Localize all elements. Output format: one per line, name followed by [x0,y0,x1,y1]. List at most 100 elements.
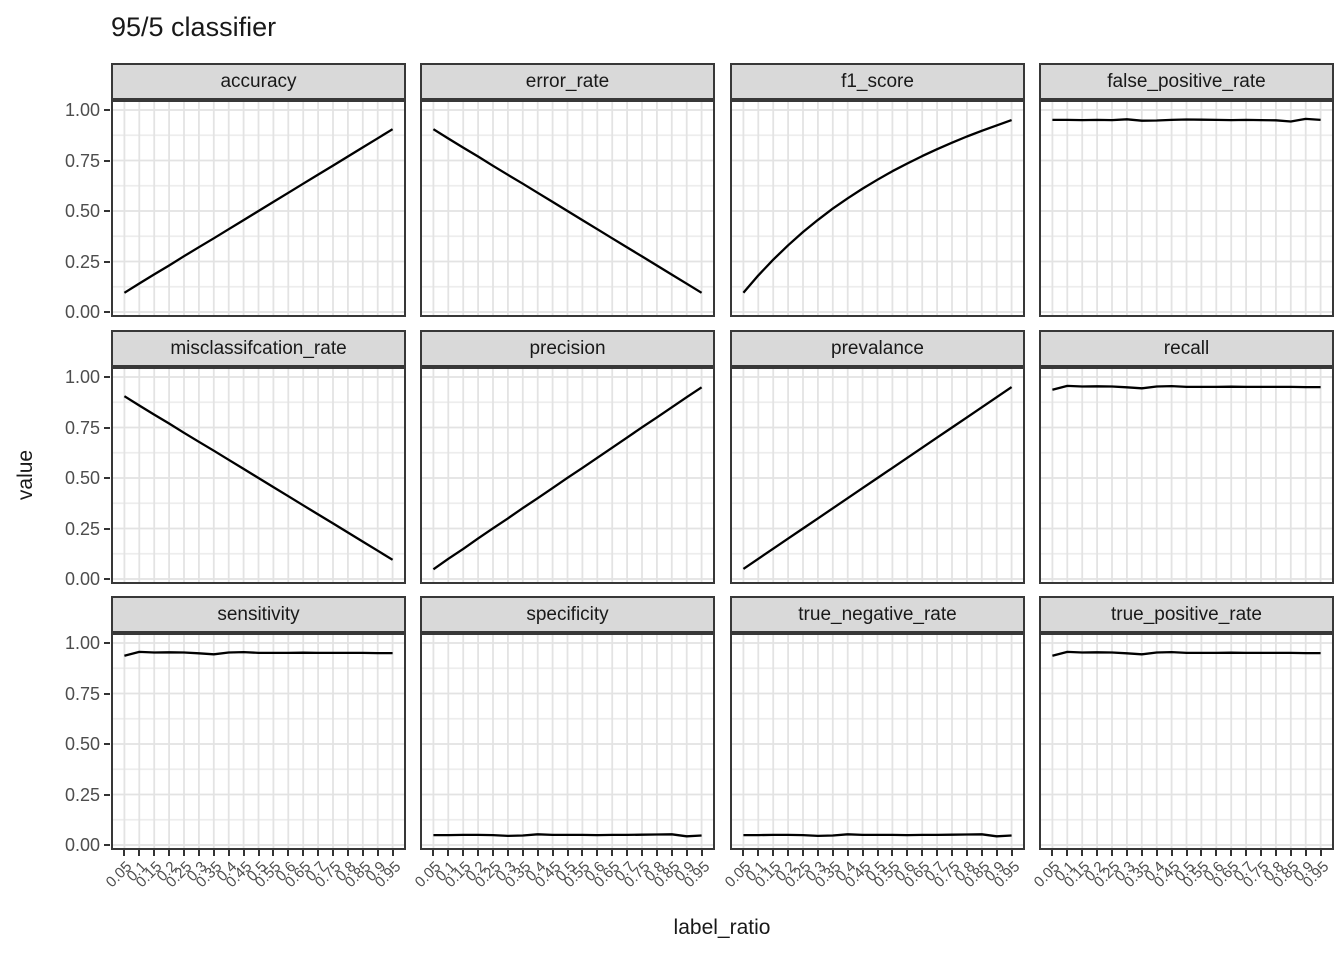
panel-border [1039,367,1334,584]
panel-border [730,100,1025,317]
x-tick [742,850,745,856]
y-tick [104,426,110,429]
data-line-error_rate [432,128,703,294]
panel-border [420,367,715,584]
x-tick [891,850,894,856]
facet-strip-f1_score: f1_score [730,63,1025,100]
y-tick-label: 0.25 [64,251,100,272]
data-line-misclassifcation_rate [123,395,394,561]
x-tick [1155,850,1158,856]
data-line-f1_score [742,119,1012,294]
x-tick [566,850,569,856]
y-tick-label: 0.25 [64,784,100,805]
panel-border [1039,100,1334,317]
facet-panel-precision [420,367,715,584]
data-line-precision [432,386,703,571]
y-tick-label: 0.25 [64,518,100,539]
data-line-accuracy [123,128,394,294]
x-tick [272,850,275,856]
x-tick [376,850,379,856]
x-tick [641,850,643,856]
x-tick [1096,850,1099,856]
x-tick [447,850,450,856]
y-tick [104,210,110,212]
x-tick [1260,850,1262,856]
facet-strip-label: specificity [526,603,609,625]
x-tick [153,850,156,856]
panel-border [111,100,406,317]
y-tick [104,260,110,263]
facet-strip-label: sensitivity [217,603,300,625]
data-line-specificity [433,833,702,838]
x-tick [551,850,554,856]
facet-strip-label: accuracy [220,70,297,92]
x-tick [1289,850,1292,856]
y-tick [104,743,110,745]
panel-border [111,633,406,850]
facet-strip-error_rate: error_rate [420,63,715,100]
x-tick [655,850,658,856]
x-tick [581,850,584,856]
x-tick [1081,850,1084,856]
x-tick [432,850,435,856]
facet-strip-label: true_negative_rate [798,603,957,625]
x-tick [1245,850,1248,856]
y-tick-label: 1.00 [64,633,100,653]
y-tick-label: 0.00 [64,302,100,322]
facet-strip-false_positive_rate: false_positive_rate [1039,63,1334,100]
x-tick [361,850,364,856]
x-tick [197,850,200,856]
facet-panel-true_negative_rate [730,633,1025,850]
y-tick-label: 0.50 [64,468,100,488]
x-tick [227,850,230,856]
facet-strip-precision: precision [420,330,715,367]
panel-border [730,367,1025,584]
x-tick [536,850,539,856]
x-tick [257,850,260,856]
y-tick [104,844,110,846]
x-axis-title: label_ratio [673,916,771,939]
x-tick [596,850,599,856]
x-tick [700,850,703,856]
x-tick [1111,850,1113,856]
y-tick-label: 1.00 [64,100,100,120]
x-tick [757,850,760,856]
x-tick [138,850,141,856]
y-tick [104,477,110,479]
x-tick [670,850,673,856]
facet-strip-label: prevalance [831,337,924,359]
facet-strip-sensitivity: sensitivity [111,596,406,633]
x-tick [462,850,465,856]
x-tick [521,850,524,856]
x-tick [242,850,245,856]
x-tick [1051,850,1054,856]
y-tick [104,527,110,530]
y-tick-label: 0.75 [64,150,100,171]
x-tick [936,850,939,856]
x-tick [1319,850,1322,856]
y-tick [104,376,110,378]
facet-panel-sensitivity [111,633,406,850]
x-tick [1274,850,1277,856]
facet-panel-false_positive_rate [1039,100,1334,317]
x-tick [906,850,909,856]
x-tick [183,850,185,856]
x-tick [1304,850,1307,856]
x-tick [1185,850,1188,856]
x-tick [611,850,614,856]
x-tick [332,850,334,856]
facet-panel-recall [1039,367,1334,584]
x-tick [1010,850,1013,856]
y-axis-title: value [14,449,37,501]
y-tick [104,793,110,796]
chart-title: 95/5 classifier [111,12,277,42]
x-tick [168,850,171,856]
panel-border [420,633,715,850]
y-tick [104,642,110,644]
facet-strip-label: error_rate [525,70,610,92]
y-tick-label: 0.50 [64,201,100,221]
data-line-true_negative_rate [743,833,1012,838]
x-tick [346,850,349,856]
x-tick [287,850,290,856]
